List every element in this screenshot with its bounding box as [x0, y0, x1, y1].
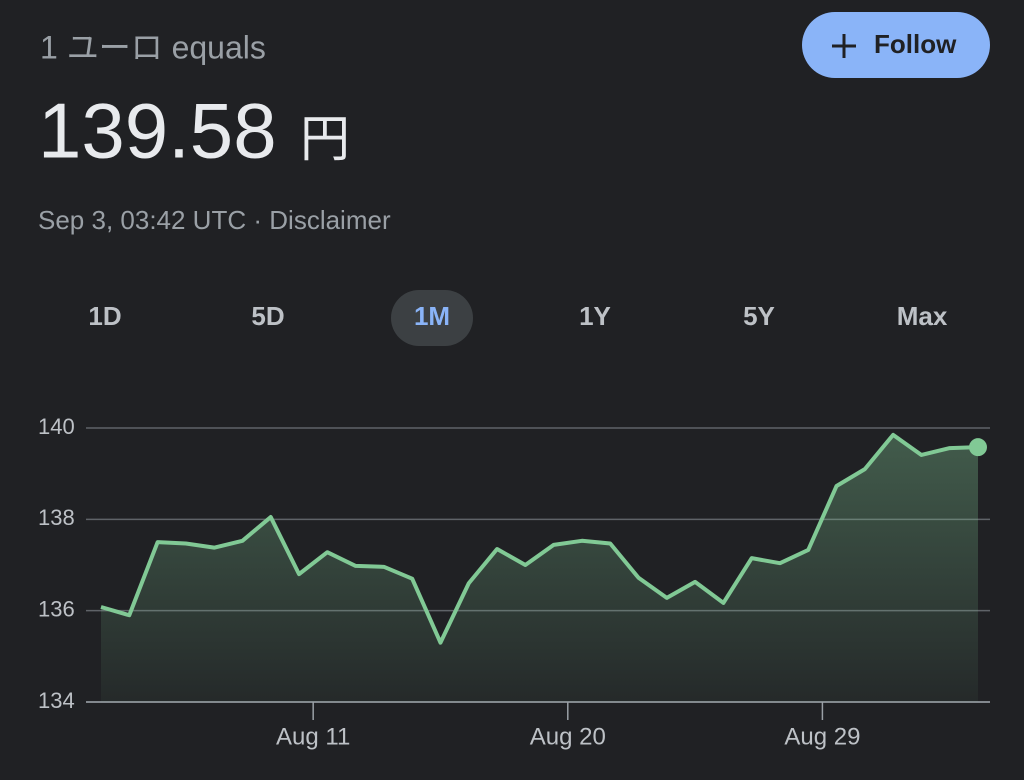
- y-tick-label: 134: [38, 688, 75, 713]
- timestamp: Sep 3, 03:42 UTC · Disclaimer: [38, 205, 391, 235]
- x-tick-label: Aug 29: [784, 723, 860, 750]
- range-tab[interactable]: 1Y: [579, 301, 611, 331]
- y-tick-label: 138: [38, 505, 75, 530]
- follow-button-bg[interactable]: [802, 12, 990, 78]
- currency-unit: 円: [300, 111, 350, 167]
- range-tab[interactable]: Max: [897, 301, 948, 331]
- time: Sep 3, 03:42 UTC: [38, 205, 246, 235]
- y-tick-label: 140: [38, 414, 75, 439]
- x-tick-label: Aug 11: [276, 723, 350, 750]
- tab-highlight[interactable]: [391, 290, 473, 346]
- price: 139.58: [38, 87, 277, 175]
- y-tick-label: 136: [38, 596, 75, 621]
- area: [101, 434, 978, 702]
- line: [100, 432, 979, 645]
- last-point: [969, 438, 987, 457]
- range-tab[interactable]: 1D: [88, 301, 121, 331]
- range-tab[interactable]: 5D: [251, 301, 284, 331]
- follow-label[interactable]: Follow: [874, 29, 957, 59]
- x-tick-label: Aug 20: [530, 723, 606, 750]
- range-tab[interactable]: 1M: [414, 301, 450, 331]
- separator: ·: [253, 205, 262, 235]
- chart: 134 136 138 140 Aug 11 Aug 20 Aug 29: [38, 414, 990, 750]
- disclaimer-link[interactable]: Disclaimer: [269, 205, 391, 235]
- range-tabs: 1D 5D 1M 1Y 5Y Max: [88, 290, 948, 346]
- range-tab[interactable]: 5Y: [743, 301, 775, 331]
- title: 1 ユーロ equals: [40, 29, 266, 65]
- follow-button[interactable]: Follow: [802, 12, 990, 78]
